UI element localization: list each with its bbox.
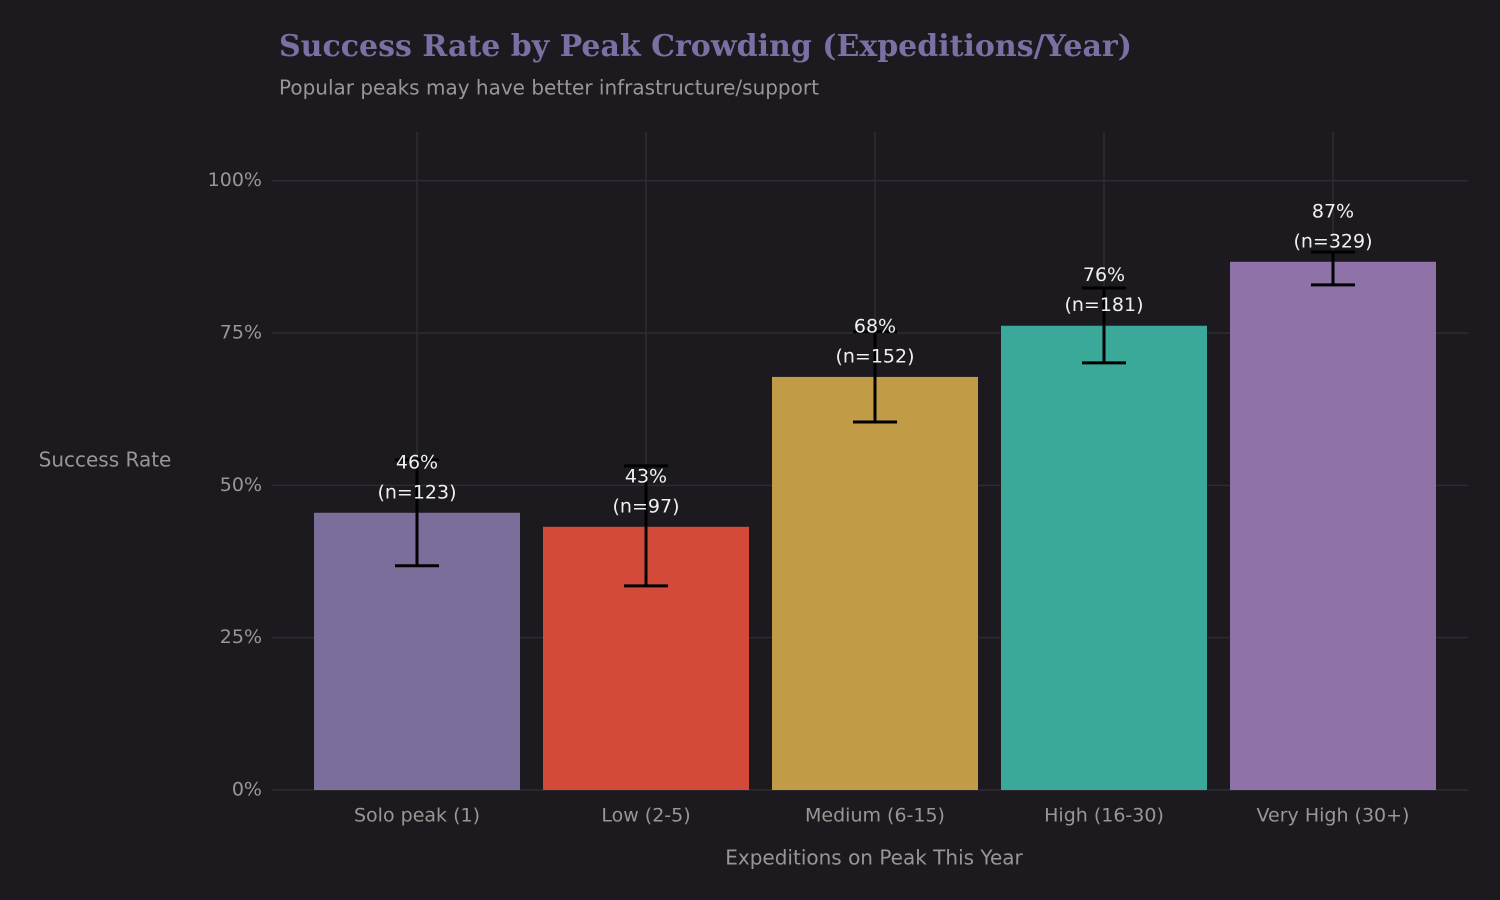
x-tick-label: Very High (30+) (1257, 805, 1410, 827)
y-tick-label: 100% (208, 169, 262, 191)
n-label: (n=152) (835, 345, 914, 367)
value-label: 87% (1312, 200, 1354, 222)
x-tick-label: High (16-30) (1044, 805, 1164, 827)
bar (1230, 261, 1436, 790)
y-tick-label: 25% (220, 626, 262, 648)
y-tick-label: 0% (232, 779, 262, 801)
value-label: 46% (396, 451, 438, 473)
x-axis-label: Expeditions on Peak This Year (725, 846, 1023, 870)
chart-title: Success Rate by Peak Crowding (Expeditio… (279, 29, 1132, 64)
value-label: 43% (625, 465, 667, 487)
x-tick-label: Solo peak (1) (354, 805, 480, 827)
chart-subtitle: Popular peaks may have better infrastruc… (279, 76, 819, 100)
value-label: 68% (854, 315, 896, 337)
n-label: (n=97) (613, 495, 680, 517)
bar (772, 376, 978, 790)
x-tick-label: Low (2-5) (601, 805, 690, 827)
n-label: (n=123) (377, 481, 456, 503)
y-tick-label: 50% (220, 474, 262, 496)
n-label: (n=329) (1293, 230, 1372, 252)
x-tick-label: Medium (6-15) (805, 805, 945, 827)
y-axis-label: Success Rate (39, 448, 172, 472)
value-label: 76% (1083, 264, 1125, 286)
bar (1001, 325, 1207, 790)
n-label: (n=181) (1064, 294, 1143, 316)
y-tick-label: 75% (220, 322, 262, 344)
